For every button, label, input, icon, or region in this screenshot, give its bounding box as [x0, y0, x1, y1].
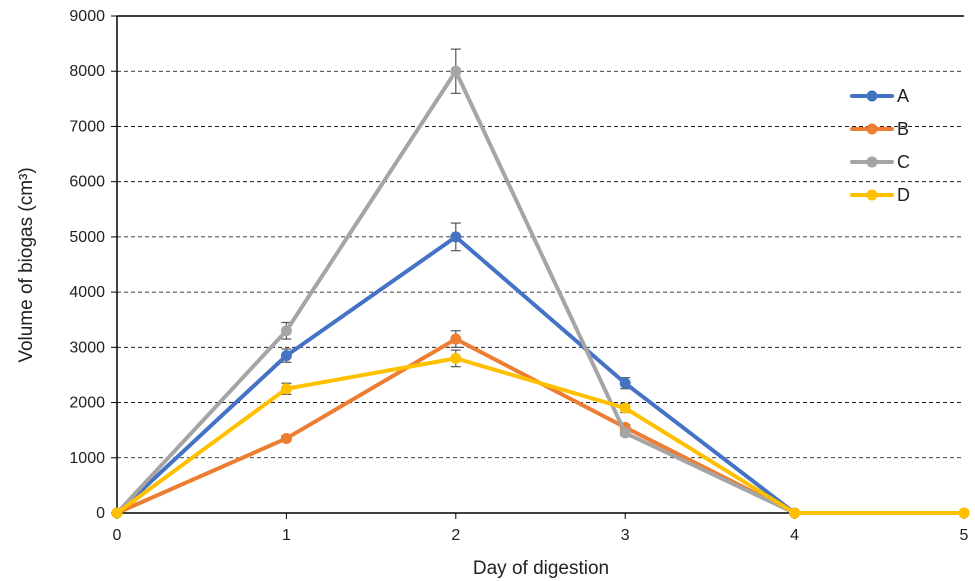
y-tick-label: 0 — [96, 505, 105, 522]
legend-marker-a — [866, 90, 878, 102]
gridlines — [117, 15, 964, 459]
x-tick-label: 3 — [621, 527, 630, 544]
y-axis-ticks: 0 1000 2000 3000 4000 5000 6000 7000 8000 9000 — [69, 8, 117, 522]
y-tick-label: 6000 — [69, 174, 105, 191]
y-tick-label: 3000 — [69, 339, 105, 356]
y-tick-label: 1000 — [69, 450, 105, 467]
series-line-d — [115, 356, 966, 515]
legend-marker-b — [866, 123, 878, 135]
legend-label-a: A — [897, 86, 909, 106]
data-point-c — [280, 325, 292, 337]
x-axis-title: Day of digestion — [473, 558, 609, 579]
data-point-d — [280, 383, 292, 395]
data-point-d — [958, 507, 970, 519]
data-point-d — [111, 507, 123, 519]
legend-label-d: D — [897, 185, 910, 205]
x-tick-label: 0 — [113, 527, 122, 544]
error-bars — [281, 48, 631, 442]
data-point-b — [450, 333, 462, 345]
data-point-a — [450, 231, 462, 243]
legend-marker-d — [866, 189, 878, 201]
y-tick-label: 2000 — [69, 395, 105, 412]
data-point-d — [789, 507, 801, 519]
x-axis-ticks: 0 1 2 3 4 5 — [113, 513, 969, 544]
y-tick-label: 5000 — [69, 229, 105, 246]
legend-label-b: B — [897, 119, 909, 139]
y-tick-label: 8000 — [69, 63, 105, 80]
series-line-a — [115, 234, 797, 515]
y-tick-label: 7000 — [69, 118, 105, 135]
y-axis-title: Volume of biogas (cm³) — [16, 167, 37, 362]
x-tick-label: 5 — [960, 527, 969, 544]
series-lines — [111, 65, 970, 519]
data-point-a — [619, 377, 631, 389]
x-tick-label: 4 — [790, 527, 799, 544]
data-point-d — [450, 352, 462, 364]
x-tick-label: 2 — [451, 527, 460, 544]
data-point-b — [280, 432, 292, 444]
data-point-a — [280, 350, 292, 362]
x-tick-label: 1 — [282, 527, 291, 544]
legend-label-c: C — [897, 152, 910, 172]
legend-marker-c — [866, 156, 878, 168]
data-point-d — [619, 402, 631, 414]
data-point-c — [619, 427, 631, 439]
y-tick-label: 9000 — [69, 8, 105, 25]
y-tick-label: 4000 — [69, 284, 105, 301]
data-point-c — [450, 65, 462, 77]
series-line-b — [115, 337, 966, 515]
axes — [116, 15, 964, 514]
